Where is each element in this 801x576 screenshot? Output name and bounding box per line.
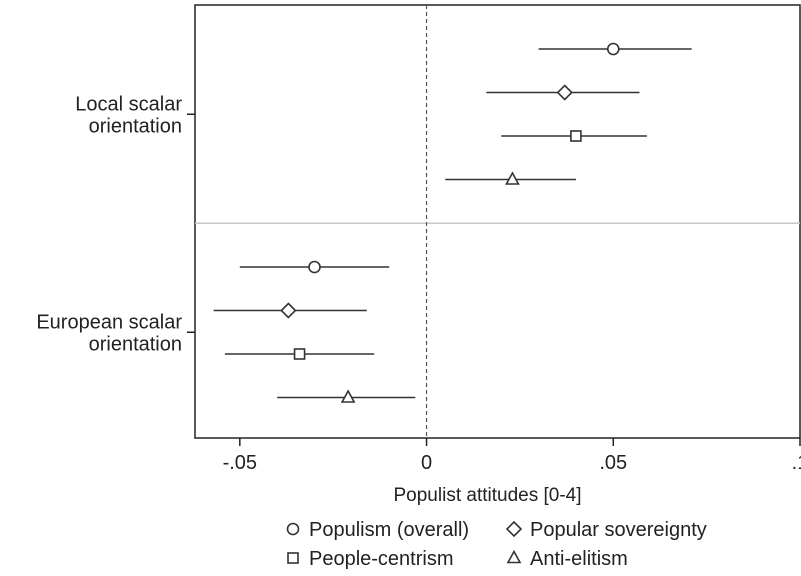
legend-label: People-centrism	[309, 548, 454, 570]
point-estimate	[606, 42, 620, 56]
legend: Populism (overall) Popular sovereignty Peo…	[286, 519, 707, 570]
point-estimate	[570, 130, 582, 142]
legend-marker	[286, 522, 300, 536]
group-label: Local scalar orientation	[75, 93, 182, 137]
x-tick-label: -.05	[223, 452, 257, 474]
point-estimate	[280, 302, 297, 319]
x-tick-label: .05	[599, 452, 627, 474]
group-label-line: Local scalar	[75, 93, 182, 115]
x-tick-label: .1	[792, 452, 801, 474]
legend-item: Anti-elitism	[506, 548, 628, 570]
legend-label: Popular sovereignty	[530, 519, 707, 541]
x-axis: -.05 0 .05 .1	[187, 113, 801, 474]
plot-frame	[194, 4, 801, 439]
legend-marker	[506, 549, 522, 564]
legend-marker	[287, 552, 299, 564]
legend-label: Populism (overall)	[309, 519, 469, 541]
plot-area	[194, 4, 801, 439]
group-label-line: European scalar	[36, 311, 182, 333]
legend-item: Populism (overall)	[286, 519, 469, 541]
point-estimate	[505, 171, 520, 185]
point-estimate	[340, 389, 356, 403]
group-label: European scalar orientation	[36, 311, 182, 355]
legend-label: Anti-elitism	[530, 548, 628, 570]
legend-item: Popular sovereignty	[505, 519, 707, 541]
x-axis-title: Populist attitudes [0-4]	[394, 485, 582, 506]
legend-marker	[505, 520, 523, 538]
point-estimate	[293, 348, 306, 360]
group-label-line: orientation	[89, 115, 182, 137]
group-label-line: orientation	[89, 333, 182, 355]
point-estimate	[308, 260, 321, 274]
x-tick-label: 0	[421, 452, 432, 474]
legend-item: People-centrism	[287, 548, 454, 570]
point-estimate	[556, 84, 573, 101]
